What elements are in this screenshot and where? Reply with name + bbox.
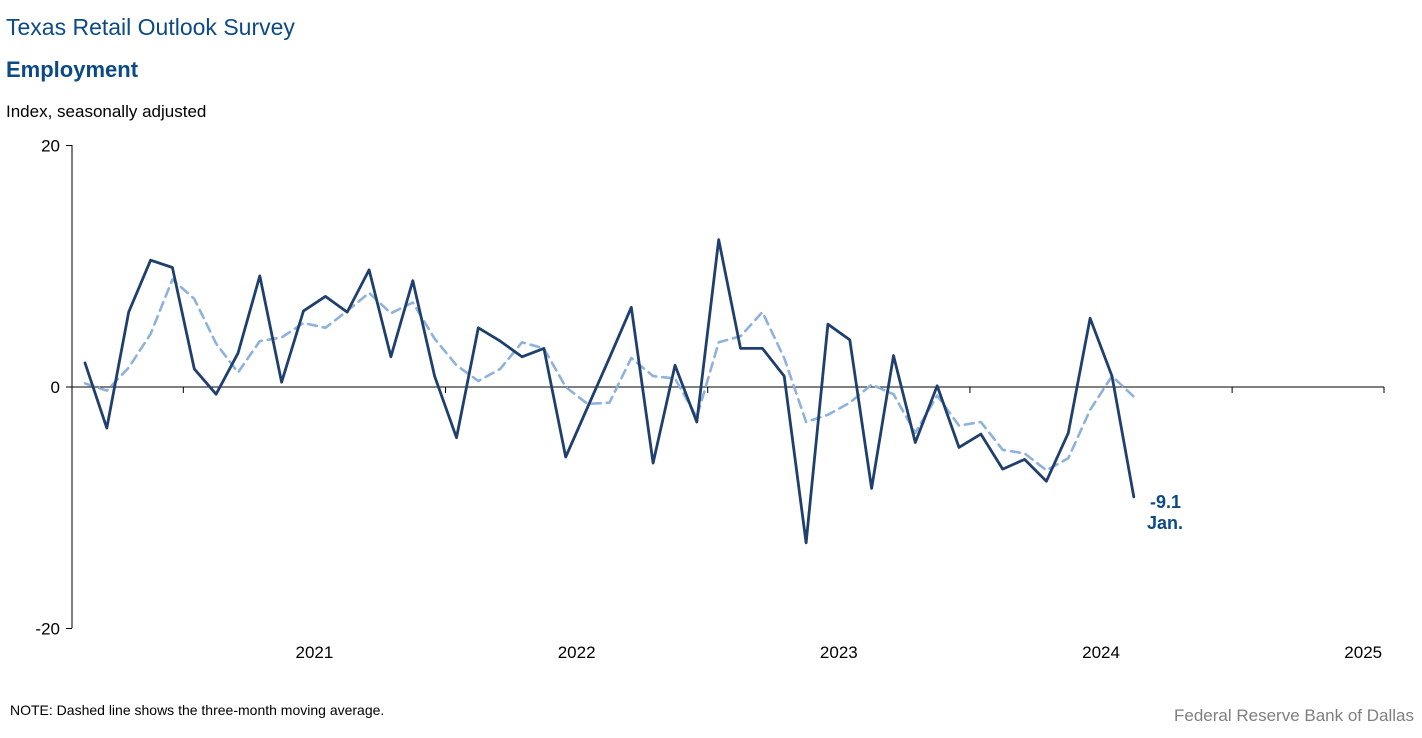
source-credit: Federal Reserve Bank of Dallas xyxy=(1173,706,1414,725)
y-tick-label: -20 xyxy=(35,620,60,639)
last-month-annotation: Jan. xyxy=(1147,513,1183,533)
y-axis-unit-label: Index, seasonally adjusted xyxy=(6,102,207,121)
x-tick-label: 2025 xyxy=(1344,643,1382,662)
last-value-annotation: -9.1 xyxy=(1150,492,1181,512)
x-tick-label: 2021 xyxy=(296,643,334,662)
footnote: NOTE: Dashed line shows the three-month … xyxy=(10,702,385,718)
x-tick-label: 2022 xyxy=(558,643,596,662)
y-tick-label: 20 xyxy=(41,137,60,156)
chart-series-layer xyxy=(83,238,1136,545)
chart-subtitle: Employment xyxy=(6,57,139,82)
x-tick-label: 2024 xyxy=(1082,643,1120,662)
series-line-moving-average xyxy=(83,278,1136,472)
y-tick-label: 0 xyxy=(51,378,60,397)
series-line-employment xyxy=(83,238,1136,545)
x-tick-label: 2023 xyxy=(820,643,858,662)
chart-title: Texas Retail Outlook Survey xyxy=(6,14,295,40)
chart-axes: 20 0 -20 2021 2022 2023 2024 2025 xyxy=(35,137,1385,662)
